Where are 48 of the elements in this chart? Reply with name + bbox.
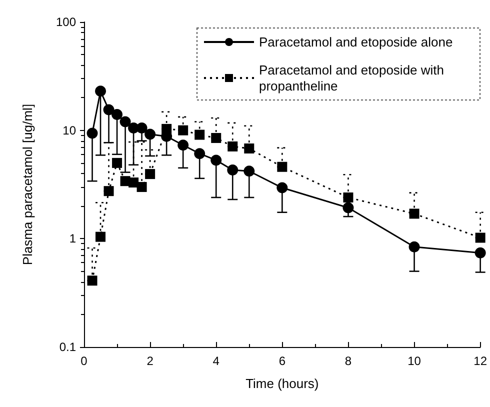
x-tick-label: 6: [278, 354, 286, 368]
point: [474, 247, 486, 258]
point: [244, 166, 255, 177]
point: [128, 177, 139, 188]
point: [104, 186, 114, 196]
point: [228, 141, 238, 152]
point: [227, 164, 238, 176]
point: [277, 162, 288, 172]
y-tick-label: 100: [56, 15, 76, 29]
y-tick-label: 1: [69, 232, 76, 246]
y-tick-label: 10: [62, 123, 76, 138]
point: [409, 208, 420, 219]
point: [343, 192, 354, 202]
point: [194, 130, 205, 140]
point: [162, 124, 172, 134]
point: [95, 86, 106, 97]
point: [211, 132, 222, 143]
x-tick-label: 0: [80, 354, 88, 368]
y-axis-title: Plasma paracetamol [ug/ml]: [20, 104, 35, 266]
legend-label: Paracetamol and etoposide with propantheline: [259, 62, 448, 94]
legend-label: Paracetamol and etoposide alone: [259, 34, 453, 50]
point: [136, 182, 147, 192]
point: [112, 109, 123, 120]
point: [210, 154, 222, 166]
point: [475, 232, 486, 243]
point: [194, 148, 206, 160]
point: [145, 169, 156, 180]
x-tick-label: 2: [146, 354, 154, 368]
x-tick-label: 8: [344, 354, 352, 368]
x-tick-label: 10: [408, 354, 422, 368]
point: [144, 128, 156, 140]
point: [103, 104, 114, 116]
x-axis-title: Time (hours): [246, 376, 319, 391]
point: [136, 122, 148, 134]
point: [244, 143, 254, 154]
point: [408, 241, 420, 252]
point: [120, 116, 131, 128]
point: [96, 232, 106, 242]
point: [178, 140, 189, 151]
point: [112, 158, 122, 168]
point: [87, 276, 98, 286]
point: [342, 202, 354, 214]
point: [178, 125, 188, 136]
point: [276, 182, 288, 194]
y-tick-label: 0.1: [59, 340, 76, 354]
x-tick-label: 12: [474, 354, 488, 368]
x-tick-label: 4: [212, 354, 220, 368]
point: [86, 128, 98, 139]
